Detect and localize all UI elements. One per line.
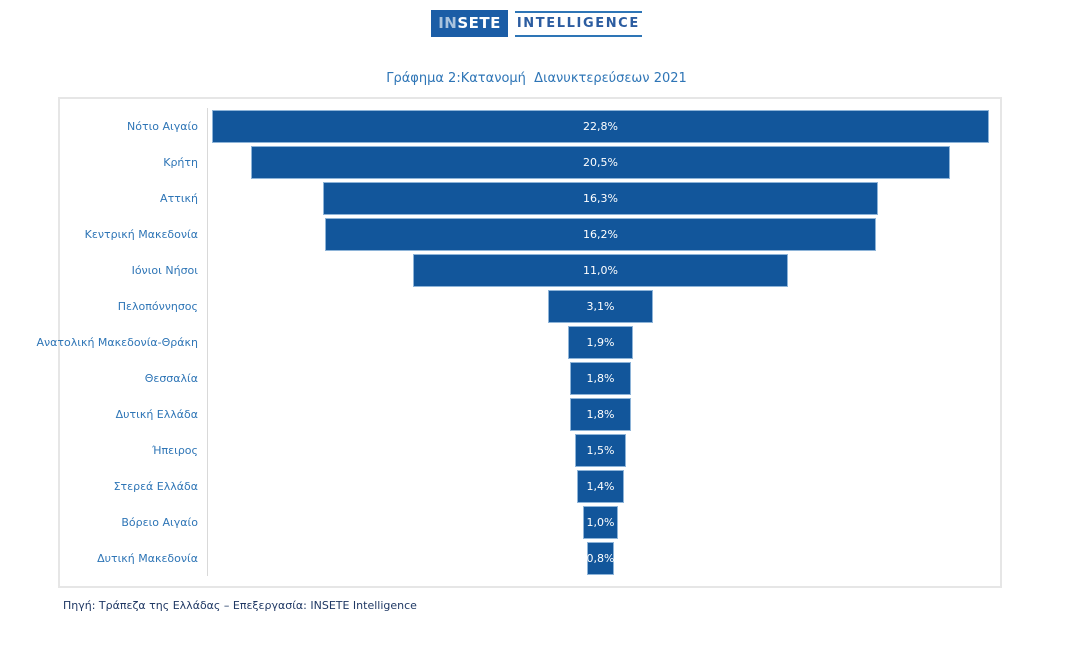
bar-track: 1,5%: [207, 432, 993, 468]
value-label: 16,3%: [583, 191, 618, 205]
value-label: 1,8%: [586, 371, 615, 385]
bar-track: 1,0%: [207, 504, 993, 540]
source-note: Πηγή: Τράπεζα της Ελλάδας – Επεξεργασία:…: [63, 599, 417, 612]
category-label: Νότιο Αιγαίο: [127, 119, 198, 133]
bar: 3,1%: [547, 289, 654, 323]
chart-title: Γράφημα 2:Κατανομή Διανυκτερεύσεων 2021: [386, 71, 687, 86]
value-label: 1,8%: [586, 407, 615, 421]
bar: 11,0%: [413, 253, 788, 287]
category-label: Κεντρική Μακεδονία: [84, 227, 198, 241]
bar: 1,5%: [574, 433, 627, 467]
value-label: 1,4%: [586, 479, 615, 493]
value-label: 3,1%: [586, 299, 615, 313]
category-label: Θεσσαλία: [144, 371, 198, 385]
bar-track: 16,3%: [207, 180, 993, 216]
insete-intelligence-logo: INSETE INTELLIGENCE: [0, 10, 1073, 37]
chart-row: Δυτική Ελλάδα 1,8%: [60, 396, 993, 432]
chart-row: Ιόνιοι Νήσοι 11,0%: [60, 252, 993, 288]
intelligence-wordmark: INTELLIGENCE: [514, 10, 642, 37]
funnel-chart: Νότιο Αιγαίο 22,8% Κρήτη 20,5% Αττική 16,3% Κε…: [36, 97, 1002, 588]
bar: 20,5%: [251, 145, 950, 179]
bar-track: 1,8%: [207, 396, 993, 432]
bar: 1,4%: [576, 469, 625, 503]
bar-track: 11,0%: [207, 252, 993, 288]
category-label: Αττική: [160, 191, 198, 205]
logo-in-text: IN: [438, 14, 458, 32]
bar: 1,8%: [569, 361, 632, 395]
chart-rows: Νότιο Αιγαίο 22,8% Κρήτη 20,5% Αττική 16,3% Κε…: [36, 108, 993, 576]
bar: 0,8%: [586, 541, 615, 575]
category-label: Κρήτη: [163, 155, 198, 169]
bar: 1,8%: [569, 397, 632, 431]
bar-track: 1,4%: [207, 468, 993, 504]
bar: 16,2%: [324, 217, 877, 251]
bar: 16,3%: [322, 181, 879, 215]
category-label: Δυτική Ελλάδα: [115, 407, 198, 421]
value-label: 0,8%: [586, 551, 615, 565]
chart-row: Νότιο Αιγαίο 22,8%: [60, 108, 993, 144]
chart-row: Ήπειρος 1,5%: [60, 432, 993, 468]
category-label: Ιόνιοι Νήσοι: [131, 263, 198, 277]
bar-track: 16,2%: [207, 216, 993, 252]
category-label: Στερεά Ελλάδα: [113, 479, 198, 493]
bar-track: 3,1%: [207, 288, 993, 324]
category-label: Πελοπόννησος: [117, 299, 198, 313]
chart-row: Πελοπόννησος 3,1%: [60, 288, 993, 324]
chart-row: Αττική 16,3%: [60, 180, 993, 216]
logo-sete-text: SETE: [457, 14, 501, 32]
value-label: 20,5%: [583, 155, 618, 169]
chart-row: Ανατολική Μακεδονία-Θράκη 1,9%: [36, 324, 993, 360]
bar-track: 20,5%: [207, 144, 993, 180]
chart-row: Βόρειο Αιγαίο 1,0%: [60, 504, 993, 540]
category-label: Βόρειο Αιγαίο: [121, 515, 198, 529]
category-label: Ανατολική Μακεδονία-Θράκη: [36, 335, 198, 349]
value-label: 11,0%: [583, 263, 618, 277]
category-label: Δυτική Μακεδονία: [97, 551, 198, 565]
bar-track: 1,9%: [207, 324, 993, 360]
value-label: 1,9%: [586, 335, 615, 349]
bar-track: 0,8%: [207, 540, 993, 576]
category-label: Ήπειρος: [151, 443, 198, 457]
bar-track: 22,8%: [207, 108, 993, 144]
chart-row: Κρήτη 20,5%: [60, 144, 993, 180]
chart-row: Κεντρική Μακεδονία 16,2%: [60, 216, 993, 252]
bar: 1,9%: [568, 325, 633, 359]
chart-row: Δυτική Μακεδονία 0,8%: [60, 540, 993, 576]
bar: 1,0%: [583, 505, 618, 539]
value-label: 1,0%: [586, 515, 615, 529]
chart-row: Θεσσαλία 1,8%: [60, 360, 993, 396]
value-label: 22,8%: [583, 119, 618, 133]
value-label: 1,5%: [586, 443, 615, 457]
bar: 22,8%: [212, 109, 989, 143]
value-label: 16,2%: [583, 227, 618, 241]
chart-row: Στερεά Ελλάδα 1,4%: [60, 468, 993, 504]
bar-track: 1,8%: [207, 360, 993, 396]
insete-logo-box: INSETE: [431, 10, 508, 37]
